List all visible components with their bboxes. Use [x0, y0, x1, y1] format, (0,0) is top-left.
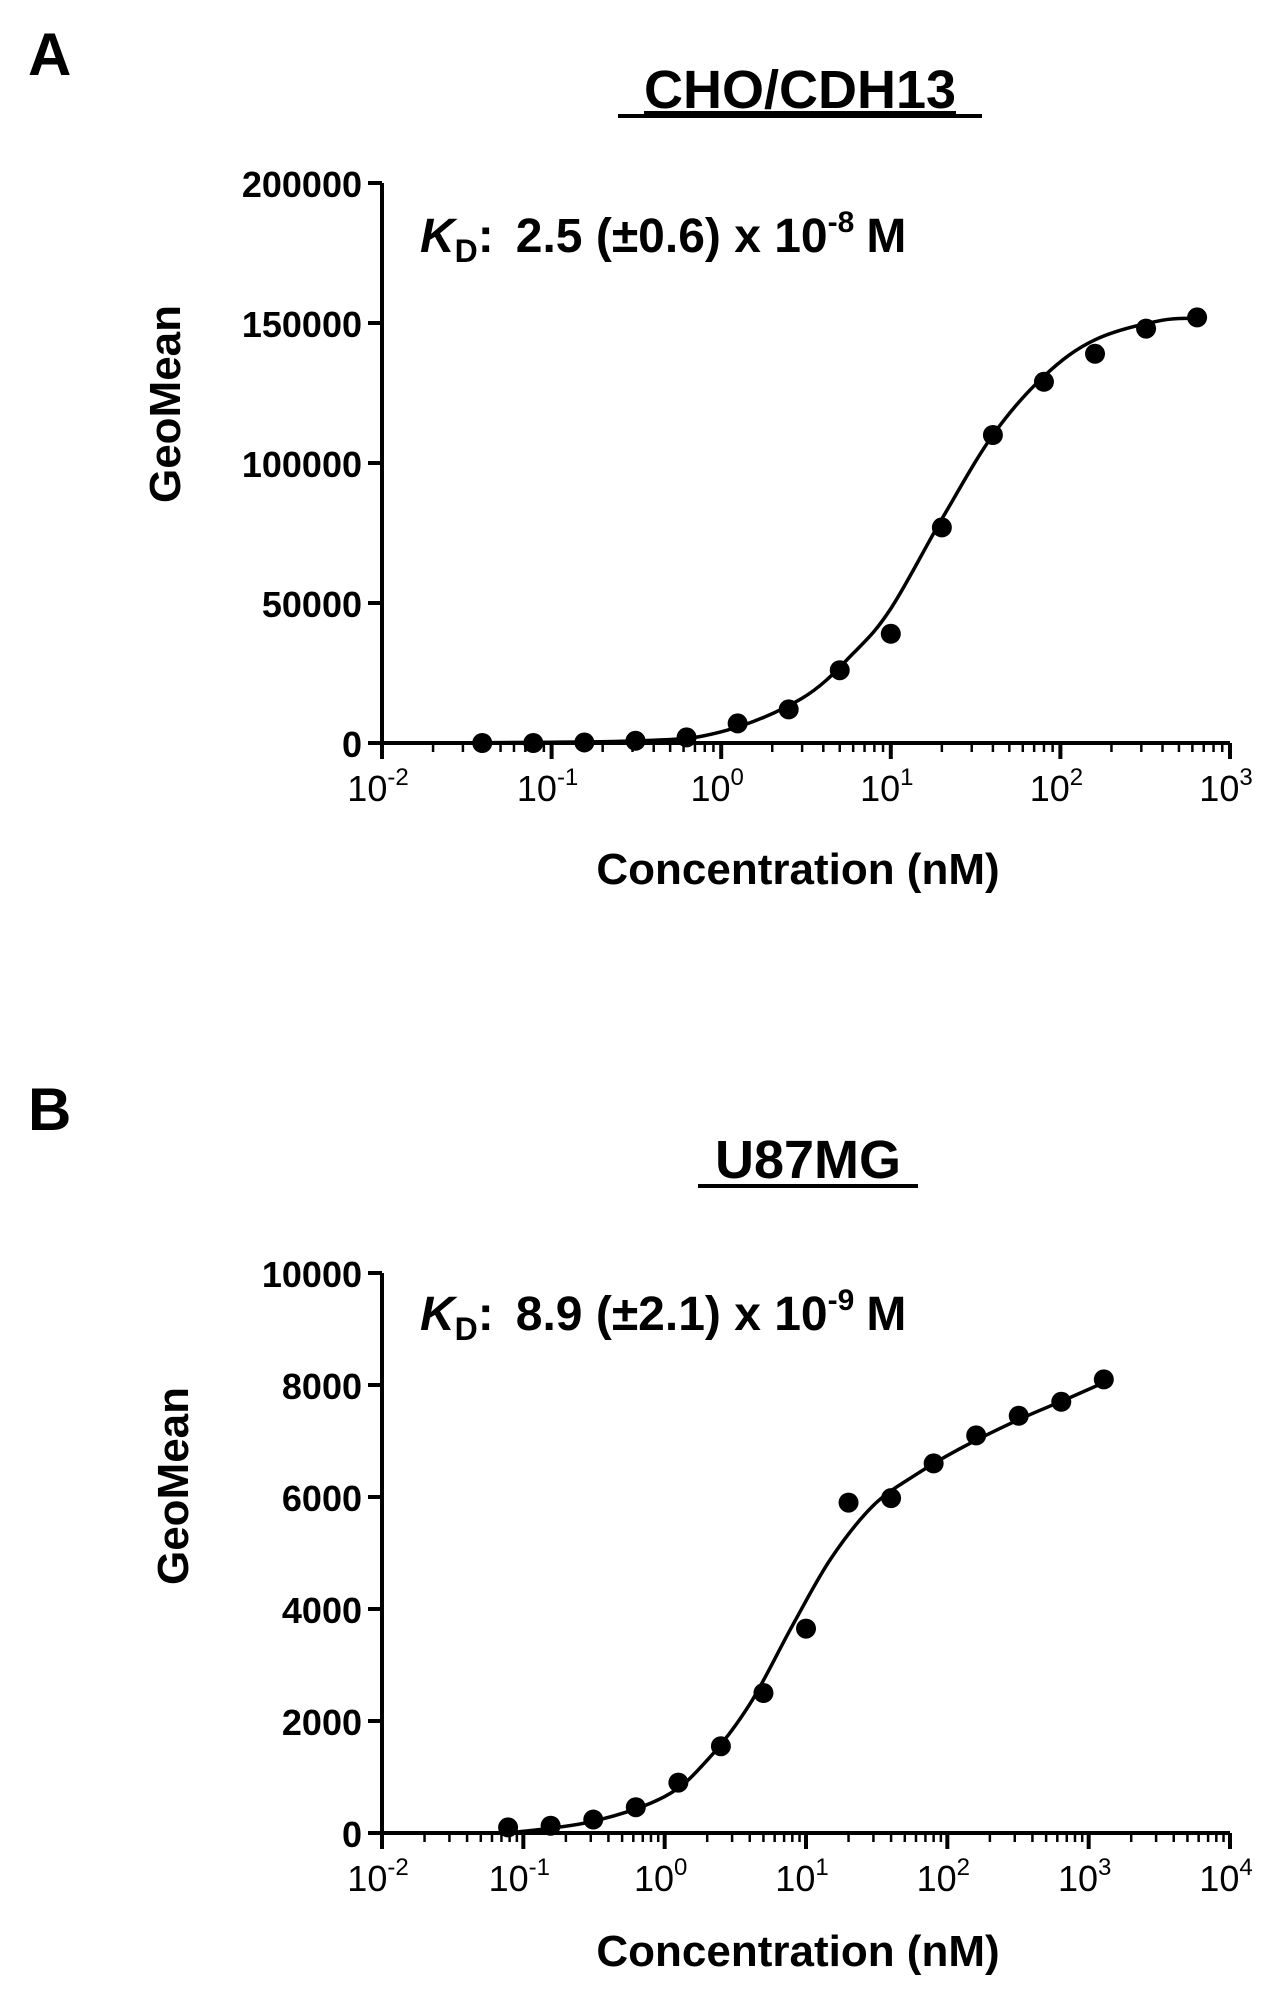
panel-b-kd-text: 8.9 (±2.1) x 10	[516, 1288, 828, 1341]
panel-b-title: U87MG	[715, 1130, 901, 1190]
panel-a-kd-colon: :	[478, 210, 494, 263]
panel-a-data-point	[472, 733, 493, 753]
panel-a-data-point	[1033, 371, 1054, 392]
panel-b-data-point	[1093, 1369, 1114, 1390]
panel-a-x-tick-label: 10-2	[347, 764, 408, 809]
panel-b-data-point	[966, 1425, 987, 1446]
panel-a-title: CHO/CDH13	[644, 60, 956, 120]
panel-a-kd-text: 2.5 (±0.6) x 10	[516, 210, 828, 263]
panel-a-y-tick-label: 0	[342, 724, 362, 765]
panel-a-data-point	[1187, 307, 1208, 328]
panel-a-ylabel: GeoMean	[141, 305, 190, 503]
panel-a-data-point	[778, 699, 799, 720]
panel-a-x-tick-label: 103	[1199, 764, 1252, 809]
panel-a-y-tick-label: 100000	[242, 444, 362, 485]
panel-b-y-tick-label: 4000	[282, 1590, 362, 1631]
panel-b-x-tick-exponent: 4	[1239, 1854, 1252, 1881]
panel-b-x-tick-exponent: 2	[957, 1854, 970, 1881]
panel-b-y-tick-label: 2000	[282, 1702, 362, 1743]
panel-b-x-tick-label: 104	[1199, 1854, 1252, 1899]
panel-a-label: A	[28, 21, 71, 88]
panel-b-data-point	[540, 1815, 561, 1836]
panel-a-kd-symbol: K	[420, 210, 458, 263]
panel-b-data-point	[710, 1736, 731, 1757]
panel-b-data-point	[753, 1683, 774, 1703]
panel-b-data-point	[796, 1618, 816, 1639]
panel-a-kd-subscript: D	[455, 233, 478, 269]
panel-b-x-tick-exponent: -1	[529, 1854, 550, 1881]
panel-b: B U87MG GeoMean Concentration (nM) KD: 8.…	[28, 1076, 1253, 1976]
panel-a-x-tick-label: 102	[1030, 764, 1083, 809]
panel-b-y-tick-label: 8000	[282, 1366, 362, 1407]
panel-a-x-tick-label: 10-1	[517, 764, 578, 809]
panel-a-x-tick-exponent: -1	[557, 764, 578, 791]
panel-a-xlabel: Concentration (nM)	[596, 845, 999, 894]
panel-b-kd-colon: :	[478, 1288, 494, 1341]
panel-b-kd-subscript: D	[455, 1311, 478, 1347]
panel-b-y-tick-label: 10000	[262, 1254, 362, 1295]
panel-a-x-tick-exponent: 1	[900, 764, 913, 791]
panel-b-data-point	[838, 1492, 859, 1513]
panel-a-data-point	[676, 727, 697, 748]
panel-a-x-tick-label: 100	[690, 764, 743, 809]
panel-a-data-point	[931, 517, 952, 538]
panel-b-x-tick-label: 10-1	[489, 1854, 550, 1899]
panel-b-xlabel: Concentration (nM)	[596, 1927, 999, 1976]
panel-b-ylabel: GeoMean	[149, 1387, 198, 1585]
panel-b-y-tick-label: 6000	[282, 1478, 362, 1519]
panel-a-kd-annotation: KD: 2.5 (±0.6) x 10-8 M	[420, 206, 906, 269]
panel-a-fit-curve	[381, 316, 1204, 745]
panel-b-x-tick-label: 102	[917, 1854, 970, 1899]
panel-b-x-tick-label: 103	[1058, 1854, 1111, 1899]
panel-b-data-point	[1008, 1405, 1029, 1426]
panel-b-data-point	[625, 1797, 646, 1818]
panel-a-data-point	[829, 660, 850, 681]
panel-b-kd-symbol: K	[420, 1288, 458, 1341]
panel-a: A CHO/CDH13 GeoMean Concentration (nM) K…	[28, 21, 1253, 894]
panel-b-x-tick-exponent: 1	[815, 1854, 828, 1881]
panel-b-y-tick-label: 0	[342, 1814, 362, 1855]
panel-b-x-tick-exponent: 0	[674, 1854, 687, 1881]
panel-a-x-tick-exponent: 0	[731, 764, 744, 791]
panel-b-x-tick-label: 10-2	[347, 1854, 408, 1899]
panel-a-data-point	[523, 733, 544, 753]
panel-b-data-point	[498, 1817, 519, 1838]
panel-a-kd-unit: M	[866, 210, 906, 263]
panel-b-kd-exponent: -9	[828, 1284, 855, 1317]
panel-a-kd-exponent: -8	[828, 206, 855, 239]
panel-b-x-tick-exponent: 3	[1098, 1854, 1111, 1881]
panel-a-data-point	[625, 730, 646, 751]
panel-a-y-tick-label: 200000	[242, 164, 362, 205]
panel-a-data-point	[982, 425, 1003, 445]
panel-b-label: B	[28, 1076, 71, 1143]
panel-b-data-point	[668, 1772, 689, 1793]
panel-a-x-tick-exponent: 2	[1070, 764, 1083, 791]
panel-b-kd-annotation: KD: 8.9 (±2.1) x 10-9 M	[420, 1284, 906, 1347]
panel-b-x-tick-label: 101	[775, 1854, 828, 1899]
panel-a-data-point	[727, 713, 748, 734]
panel-a-x-tick-exponent: 3	[1239, 764, 1252, 791]
panel-b-data-point	[1051, 1391, 1072, 1412]
panel-a-data-point	[1085, 343, 1106, 364]
panel-b-data-point	[583, 1809, 604, 1830]
panel-b-fit-curve	[507, 1380, 1106, 1835]
panel-a-x-tick-label: 101	[860, 764, 913, 809]
panel-a-data-point	[1136, 318, 1157, 339]
panel-b-x-tick-label: 100	[634, 1854, 687, 1899]
panel-a-y-tick-label: 50000	[262, 584, 362, 625]
panel-a-y-tick-label: 150000	[242, 304, 362, 345]
panel-b-x-tick-exponent: -2	[387, 1854, 408, 1881]
panel-b-kd-unit: M	[866, 1288, 906, 1341]
panel-a-data-point	[880, 623, 901, 644]
panel-a-x-tick-exponent: -2	[387, 764, 408, 791]
panel-a-data-point	[574, 732, 595, 753]
panel-b-data-point	[881, 1488, 902, 1509]
panel-b-data-point	[923, 1453, 944, 1474]
